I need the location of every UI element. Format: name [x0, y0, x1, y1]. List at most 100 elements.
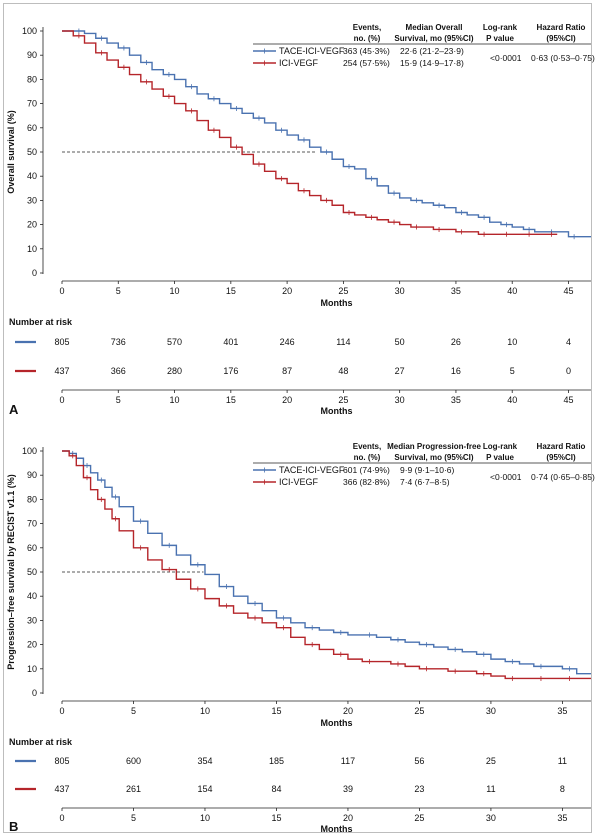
x-tick-label: 0 [59, 706, 64, 716]
y-tick-label: 90 [27, 50, 37, 60]
y-tick-label: 80 [27, 494, 37, 504]
x-tick-label: 5 [116, 286, 121, 296]
table-header-events: Events, [353, 442, 381, 451]
risk-table-title: Number at risk [9, 317, 73, 327]
risk-count: 39 [343, 784, 353, 794]
legend-label: TACE-ICI-VEGF [279, 465, 345, 475]
risk-x-tick-label: 5 [131, 813, 136, 823]
y-tick-label: 10 [27, 664, 37, 674]
hazard-ratio: 0·63 (0·53–0·75) [531, 53, 595, 63]
risk-count: 600 [126, 756, 141, 766]
table-header-median: Median Progression-free [387, 442, 481, 451]
y-tick-label: 40 [27, 171, 37, 181]
x-axis-title: Months [321, 298, 353, 308]
table-header-hr: Hazard Ratio [537, 23, 586, 32]
y-tick-label: 50 [27, 147, 37, 157]
risk-count: 437 [54, 366, 69, 376]
panel-label: B [9, 819, 18, 834]
risk-count: 280 [167, 366, 182, 376]
risk-count: 26 [451, 337, 461, 347]
median-value: 7·4 (6·7–8·5) [400, 477, 450, 487]
legend-label: TACE-ICI-VEGF [279, 46, 345, 56]
y-tick-label: 40 [27, 591, 37, 601]
risk-count: 805 [54, 756, 69, 766]
table-header-p: Log-rank [483, 442, 518, 451]
risk-count: 11 [486, 784, 495, 794]
events-value: 363 (45·3%) [343, 46, 390, 56]
risk-count: 736 [111, 337, 126, 347]
risk-count: 27 [395, 366, 405, 376]
risk-x-tick-label: 30 [395, 395, 405, 405]
y-tick-label: 60 [27, 123, 37, 133]
y-axis-title: Progression–free survival by RECIST v1.1… [6, 474, 16, 670]
risk-x-tick-label: 10 [200, 813, 210, 823]
table-header-p: Log-rank [483, 23, 518, 32]
risk-x-tick-label: 25 [338, 395, 348, 405]
y-tick-label: 20 [27, 640, 37, 650]
x-tick-label: 30 [486, 706, 496, 716]
risk-count: 401 [223, 337, 238, 347]
x-tick-label: 15 [271, 706, 281, 716]
risk-x-tick-label: 35 [451, 395, 461, 405]
risk-count: 437 [54, 784, 69, 794]
table-header-events: no. (%) [354, 34, 381, 43]
legend-label: ICI-VEGF [279, 58, 319, 68]
table-header-median: Median Overall [406, 23, 463, 32]
table-header-p: P value [486, 34, 514, 43]
risk-x-tick-label: 10 [170, 395, 180, 405]
risk-count: 570 [167, 337, 182, 347]
y-tick-label: 10 [27, 244, 37, 254]
risk-x-tick-label: 25 [414, 813, 424, 823]
x-tick-label: 15 [226, 286, 236, 296]
risk-count: 8 [560, 784, 565, 794]
table-header-hr: Hazard Ratio [537, 442, 586, 451]
risk-x-tick-label: 45 [563, 395, 573, 405]
risk-count: 246 [280, 337, 295, 347]
risk-x-tick-label: 5 [116, 395, 121, 405]
events-value: 366 (82·8%) [343, 477, 390, 487]
y-tick-label: 70 [27, 519, 37, 529]
y-tick-label: 50 [27, 567, 37, 577]
events-value: 601 (74·9%) [343, 465, 390, 475]
km-curve-ici-vegf [62, 450, 591, 680]
x-tick-label: 10 [200, 706, 210, 716]
x-tick-label: 0 [59, 286, 64, 296]
risk-count: 23 [414, 784, 424, 794]
risk-count: 0 [566, 366, 571, 376]
risk-x-tick-label: 15 [271, 813, 281, 823]
panel-label: A [9, 402, 19, 417]
risk-x-tick-label: 30 [486, 813, 496, 823]
risk-x-tick-label: 40 [507, 395, 517, 405]
table-header-p: P value [486, 453, 514, 462]
table-header-hr: (95%CI) [546, 34, 576, 43]
x-tick-label: 35 [451, 286, 461, 296]
risk-count: 48 [338, 366, 348, 376]
table-header-events: Events, [353, 23, 381, 32]
x-tick-label: 10 [170, 286, 180, 296]
y-axis-title: Overall survival (%) [6, 110, 16, 194]
y-tick-label: 30 [27, 615, 37, 625]
risk-count: 805 [54, 337, 69, 347]
x-tick-label: 25 [414, 706, 424, 716]
risk-x-tick-label: 35 [557, 813, 567, 823]
risk-count: 154 [197, 784, 212, 794]
risk-count: 25 [486, 756, 496, 766]
risk-x-tick-label: 0 [59, 813, 64, 823]
events-value: 254 (57·5%) [343, 58, 390, 68]
risk-count: 50 [395, 337, 405, 347]
risk-x-axis-title: Months [321, 406, 353, 416]
y-tick-label: 20 [27, 220, 37, 230]
median-value: 22·6 (21·2–23·9) [400, 46, 464, 56]
y-tick-label: 0 [32, 268, 37, 278]
risk-x-tick-label: 15 [226, 395, 236, 405]
risk-x-tick-label: 20 [343, 813, 353, 823]
y-tick-label: 30 [27, 195, 37, 205]
y-tick-label: 100 [22, 446, 37, 456]
x-tick-label: 5 [131, 706, 136, 716]
risk-count: 176 [223, 366, 238, 376]
risk-count: 261 [126, 784, 141, 794]
p-value: <0·0001 [490, 472, 522, 482]
risk-count: 11 [558, 756, 567, 766]
figure-frame [3, 3, 592, 833]
risk-x-tick-label: 20 [282, 395, 292, 405]
